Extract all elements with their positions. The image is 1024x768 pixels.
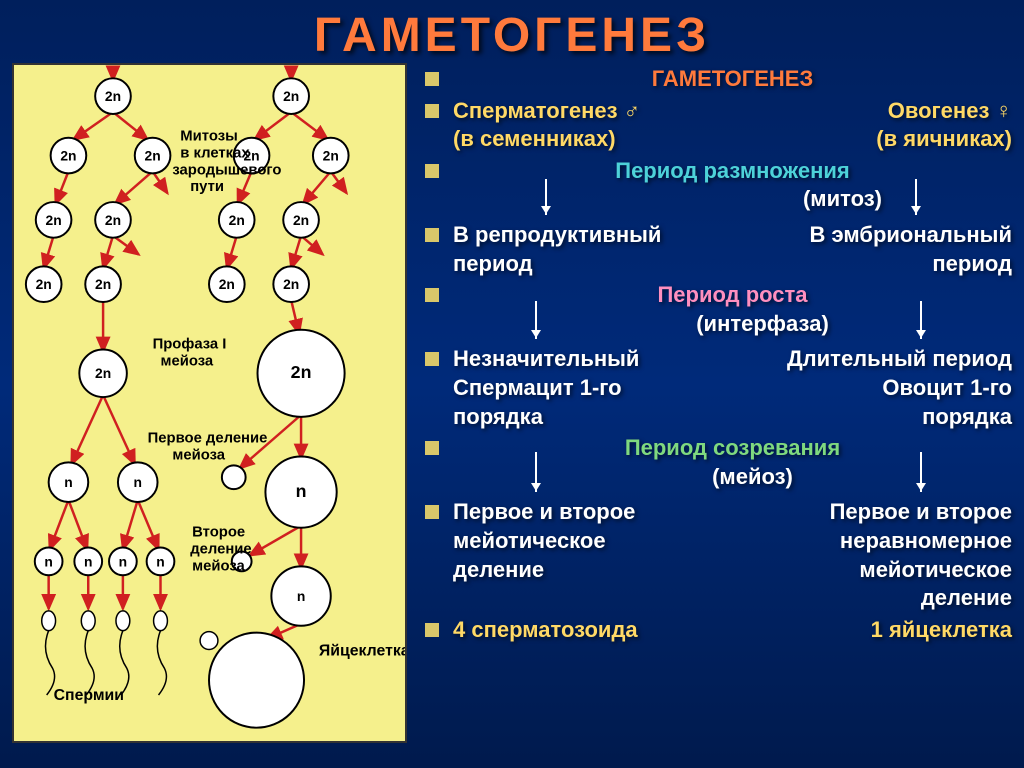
page-title: ГАМЕТОГЕНЕЗ — [0, 0, 1024, 63]
sperm-title: Сперматогенез ♂ — [453, 97, 723, 126]
p3r2: неравномерное — [743, 527, 1013, 556]
bullet-icon — [425, 164, 439, 178]
svg-text:Яйцеклетка: Яйцеклетка — [319, 642, 405, 659]
svg-text:n: n — [156, 553, 164, 569]
svg-text:n: n — [84, 553, 92, 569]
svg-text:2n: 2n — [36, 276, 52, 292]
svg-text:пути: пути — [190, 179, 224, 195]
gametogenesis-diagram: 2n2n2n2n2n2n2n2n2n2n2n2n2n2n2n2nnnnnnnnn… — [12, 63, 407, 743]
svg-text:мейоза: мейоза — [192, 558, 245, 574]
p3r3: мейотическое — [743, 556, 1013, 585]
svg-text:n: n — [296, 481, 307, 501]
p2r3: порядка — [743, 403, 1013, 432]
svg-text:2n: 2n — [291, 362, 312, 382]
arrow-row — [425, 217, 1012, 235]
period1: Период размножения (митоз) — [453, 157, 1012, 214]
p3l3: деление — [453, 556, 723, 585]
svg-text:Второе: Второе — [192, 525, 245, 541]
p2l2: Спермацит 1-го — [453, 374, 723, 403]
svg-text:2n: 2n — [95, 365, 111, 381]
svg-text:n: n — [297, 588, 305, 604]
p3r4: деление — [743, 584, 1013, 613]
svg-text:2n: 2n — [105, 212, 121, 228]
bullet-icon — [425, 623, 439, 637]
p2l3: порядка — [453, 403, 723, 432]
sperm-where: (в семенниках) — [453, 125, 723, 154]
results: 4 сперматозоида 1 яйцеклетка — [453, 616, 1012, 645]
p1l2: период — [453, 250, 723, 279]
svg-text:Спермии: Спермии — [54, 687, 124, 704]
svg-text:n: n — [133, 474, 141, 490]
svg-text:n: n — [44, 553, 52, 569]
svg-text:Первое деление: Первое деление — [148, 431, 268, 447]
ovo-title: Овогенез ♀ — [743, 97, 1013, 126]
arrow-row — [425, 494, 1012, 512]
info-panel: ГАМЕТОГЕНЕЗ Сперматогенез ♂ (в семенника… — [425, 63, 1012, 743]
result-left: 4 сперматозоида — [453, 616, 723, 645]
svg-text:2n: 2n — [46, 212, 62, 228]
svg-text:зародышевого: зародышевого — [172, 162, 281, 178]
svg-text:Митозы: Митозы — [180, 129, 237, 145]
svg-text:2n: 2n — [145, 147, 161, 163]
main-layout: 2n2n2n2n2n2n2n2n2n2n2n2n2n2n2n2nnnnnnnnn… — [0, 63, 1024, 743]
svg-text:мейоза: мейоза — [172, 447, 225, 463]
svg-text:2n: 2n — [219, 276, 235, 292]
p2r2: Овоцит 1-го — [743, 374, 1013, 403]
gameto-types: Сперматогенез ♂ (в семенниках) Овогенез … — [453, 97, 1012, 154]
p3l2: мейотическое — [453, 527, 723, 556]
svg-text:2n: 2n — [283, 88, 299, 104]
svg-text:2n: 2n — [95, 276, 111, 292]
bullet-icon — [425, 441, 439, 455]
arrow-row — [425, 341, 1012, 359]
svg-text:2n: 2n — [60, 147, 76, 163]
svg-text:Профаза I: Профаза I — [153, 337, 227, 353]
svg-text:n: n — [119, 553, 127, 569]
p1r2: период — [743, 250, 1013, 279]
result-right: 1 яйцеклетка — [743, 616, 1013, 645]
svg-text:деление: деление — [190, 541, 251, 557]
bullet-icon — [425, 288, 439, 302]
svg-text:мейоза: мейоза — [161, 353, 214, 369]
svg-text:2n: 2n — [105, 88, 121, 104]
svg-text:2n: 2n — [293, 212, 309, 228]
bullet-icon — [425, 72, 439, 86]
ovo-where: (в яичниках) — [743, 125, 1013, 154]
svg-text:в клетках: в клетках — [180, 146, 250, 162]
svg-text:2n: 2n — [229, 212, 245, 228]
info-heading: ГАМЕТОГЕНЕЗ — [453, 65, 1012, 94]
period3-detail: Первое и второемейотическоеделение Перво… — [453, 498, 1012, 612]
period1-title: Период размножения — [453, 157, 1012, 186]
period1-proc: (митоз) — [453, 185, 1012, 214]
svg-text:2n: 2n — [323, 147, 339, 163]
bullet-icon — [425, 104, 439, 118]
svg-text:2n: 2n — [283, 276, 299, 292]
svg-text:n: n — [64, 474, 72, 490]
